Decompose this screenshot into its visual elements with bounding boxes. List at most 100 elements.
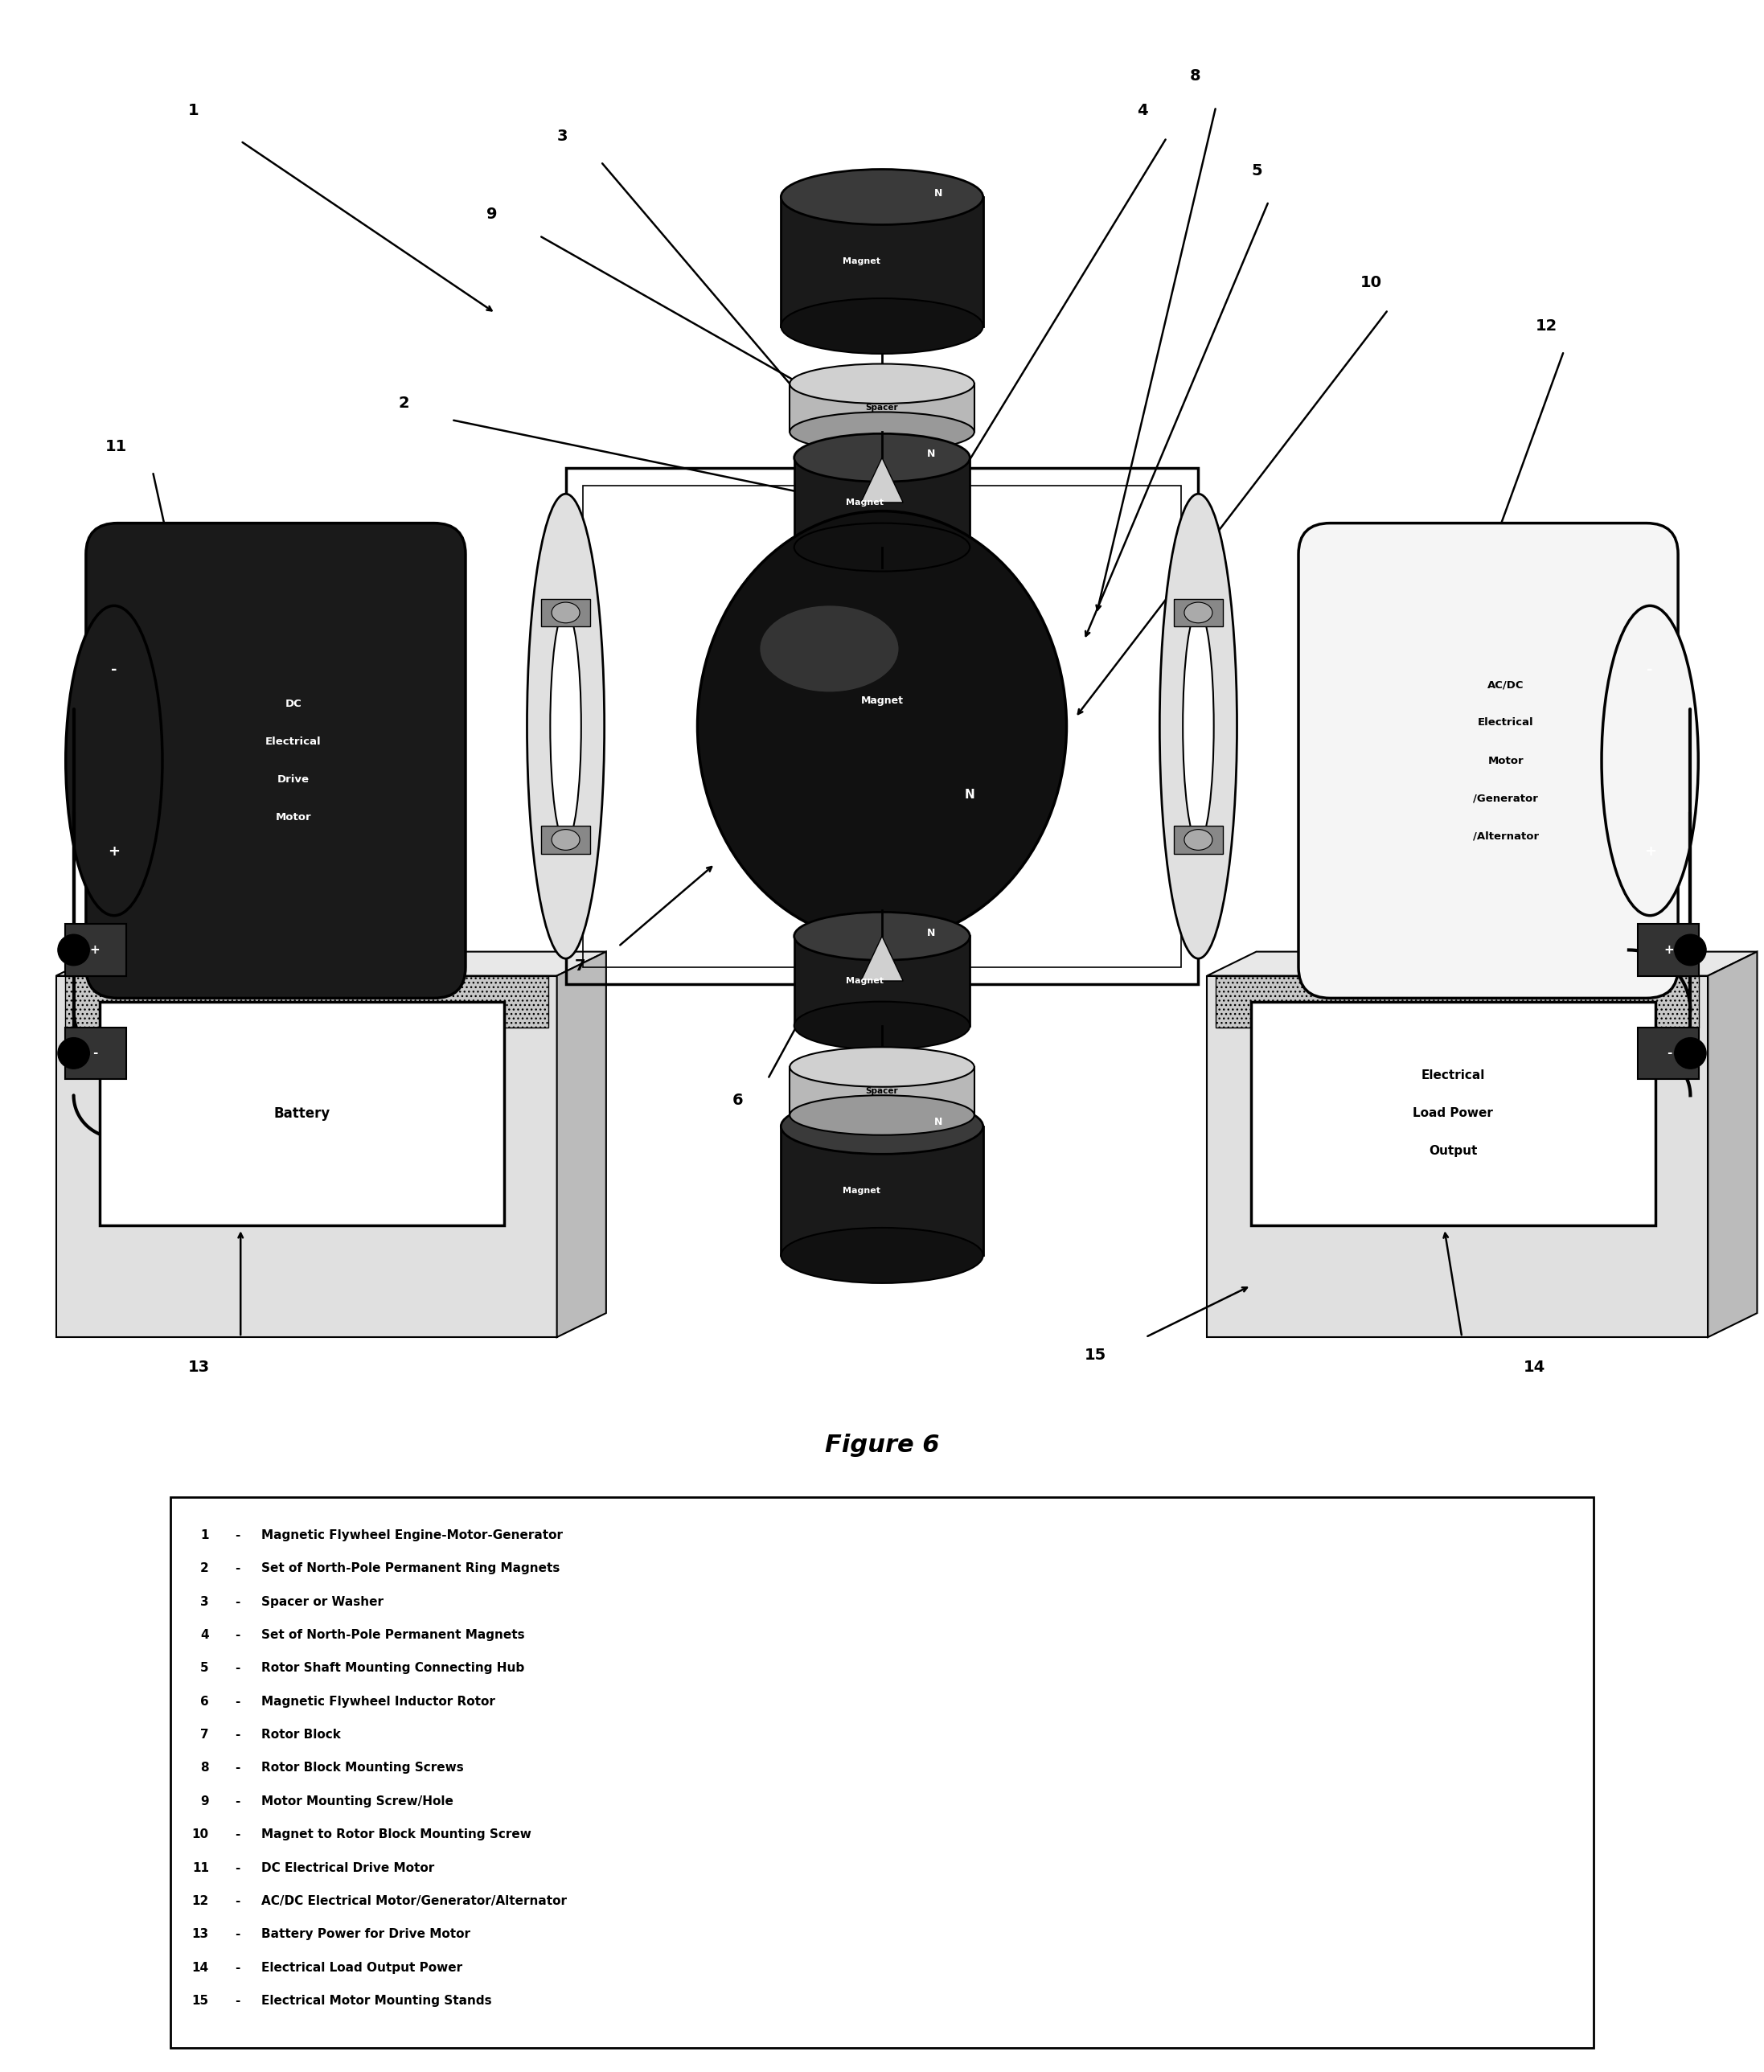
Text: Electrical: Electrical: [1478, 717, 1535, 727]
Text: 12: 12: [192, 1896, 208, 1906]
Text: 13: 13: [189, 1359, 210, 1376]
Polygon shape: [56, 951, 607, 976]
Ellipse shape: [790, 412, 974, 452]
Text: 1: 1: [201, 1529, 208, 1542]
Text: 14: 14: [1524, 1359, 1545, 1376]
Text: 1: 1: [189, 104, 199, 118]
Polygon shape: [1207, 951, 1757, 976]
Ellipse shape: [1602, 605, 1699, 916]
Bar: [1215, 976, 1699, 1028]
Text: Rotor Block: Rotor Block: [261, 1728, 340, 1740]
Text: 2: 2: [201, 1562, 208, 1575]
Text: Magnet: Magnet: [843, 1187, 880, 1196]
Text: Magnet to Rotor Block Mounting Screw: Magnet to Rotor Block Mounting Screw: [261, 1830, 531, 1840]
Text: -: -: [235, 1761, 240, 1774]
Text: 10: 10: [1360, 276, 1381, 290]
Text: Battery: Battery: [273, 1106, 330, 1121]
Text: -: -: [235, 1863, 240, 1873]
Ellipse shape: [781, 298, 983, 354]
Text: Magnet: Magnet: [861, 696, 903, 707]
Bar: [65, 924, 127, 976]
FancyBboxPatch shape: [86, 522, 466, 999]
Text: Spacer or Washer: Spacer or Washer: [261, 1595, 385, 1608]
Bar: [790, 383, 974, 431]
Text: -: -: [235, 1995, 240, 2008]
Bar: [1173, 599, 1222, 626]
Text: -: -: [235, 1629, 240, 1641]
Bar: [1207, 976, 1708, 1336]
Ellipse shape: [794, 522, 970, 572]
Text: Electrical: Electrical: [265, 736, 321, 746]
Ellipse shape: [760, 605, 898, 692]
Text: 10: 10: [192, 1830, 208, 1840]
Text: N: N: [965, 789, 975, 802]
Text: -: -: [1667, 1046, 1672, 1059]
Text: 14: 14: [192, 1962, 208, 1975]
Bar: [1637, 924, 1699, 976]
Text: 9: 9: [201, 1794, 208, 1807]
Text: 15: 15: [1085, 1347, 1106, 1363]
Circle shape: [1674, 934, 1706, 966]
Text: 3: 3: [201, 1595, 208, 1608]
Circle shape: [58, 1038, 90, 1069]
Text: -: -: [92, 1046, 97, 1059]
Text: N: N: [935, 1117, 942, 1127]
Bar: [65, 976, 549, 1028]
Ellipse shape: [550, 609, 580, 843]
Polygon shape: [557, 951, 607, 1336]
Text: 12: 12: [1536, 319, 1558, 334]
Text: -: -: [235, 1929, 240, 1941]
Text: -: -: [235, 1695, 240, 1707]
Text: Battery Power for Drive Motor: Battery Power for Drive Motor: [261, 1929, 471, 1941]
Text: +: +: [90, 945, 101, 955]
Text: -: -: [235, 1595, 240, 1608]
Text: +: +: [1644, 843, 1656, 858]
Bar: [781, 197, 983, 325]
Ellipse shape: [1184, 603, 1212, 624]
Text: 7: 7: [201, 1728, 208, 1740]
Text: DC: DC: [286, 698, 302, 709]
Text: -: -: [235, 1962, 240, 1975]
Text: Set of North-Pole Permanent Magnets: Set of North-Pole Permanent Magnets: [261, 1629, 526, 1641]
Text: 4: 4: [1136, 104, 1148, 118]
Text: Magnetic Flywheel Engine-Motor-Generator: Magnetic Flywheel Engine-Motor-Generator: [261, 1529, 563, 1542]
Text: -: -: [111, 663, 116, 678]
Ellipse shape: [1159, 493, 1237, 959]
Ellipse shape: [790, 1096, 974, 1135]
Text: 2: 2: [399, 396, 409, 410]
Text: Set of North-Pole Permanent Ring Magnets: Set of North-Pole Permanent Ring Magnets: [261, 1562, 561, 1575]
Circle shape: [58, 934, 90, 966]
Text: 11: 11: [106, 439, 127, 454]
Polygon shape: [861, 937, 903, 980]
Ellipse shape: [790, 1046, 974, 1088]
Ellipse shape: [790, 365, 974, 404]
Bar: [1173, 827, 1222, 854]
Bar: [794, 458, 970, 547]
Text: Output: Output: [1429, 1146, 1478, 1158]
Bar: [584, 485, 1180, 968]
Text: Magnetic Flywheel Inductor Rotor: Magnetic Flywheel Inductor Rotor: [261, 1695, 496, 1707]
Text: AC/DC: AC/DC: [1487, 680, 1524, 690]
Text: DC Electrical Drive Motor: DC Electrical Drive Motor: [261, 1863, 434, 1873]
Bar: [794, 937, 970, 1026]
Ellipse shape: [1184, 829, 1212, 850]
Text: 15: 15: [192, 1995, 208, 2008]
Ellipse shape: [552, 829, 580, 850]
Bar: [1637, 1028, 1699, 1080]
Text: -: -: [235, 1728, 240, 1740]
Text: -: -: [235, 1529, 240, 1542]
Text: 6: 6: [201, 1695, 208, 1707]
Bar: [542, 827, 591, 854]
Ellipse shape: [65, 605, 162, 916]
Bar: [101, 1001, 505, 1225]
FancyBboxPatch shape: [1298, 522, 1678, 999]
Text: Load Power: Load Power: [1413, 1106, 1494, 1119]
Text: -: -: [235, 1830, 240, 1840]
Bar: [65, 1028, 127, 1080]
Text: /Generator: /Generator: [1473, 794, 1538, 804]
Text: Electrical Load Output Power: Electrical Load Output Power: [261, 1962, 462, 1975]
Text: N: N: [928, 450, 935, 460]
Ellipse shape: [794, 912, 970, 959]
Bar: [542, 599, 591, 626]
Text: 3: 3: [557, 128, 568, 145]
